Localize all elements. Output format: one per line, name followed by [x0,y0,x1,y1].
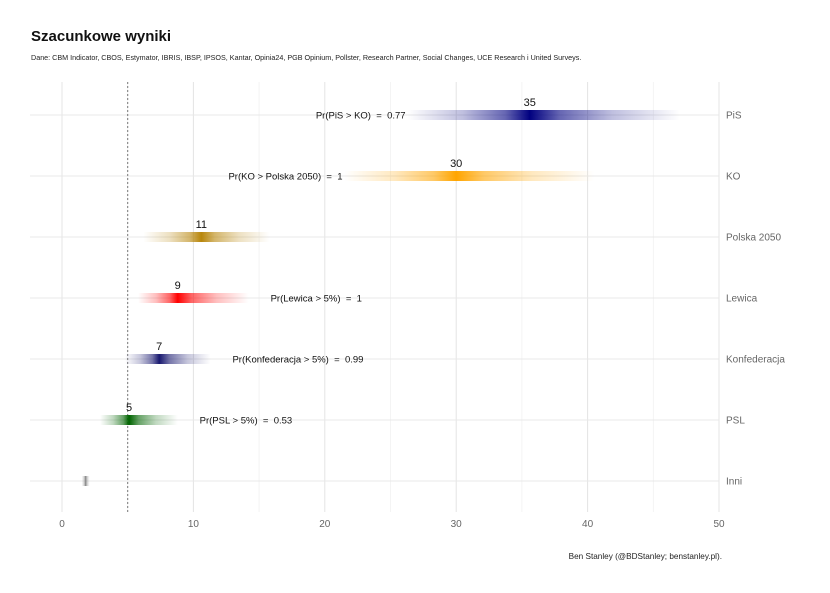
bar-polska-2050 [143,232,270,242]
value-label: 11 [196,219,207,231]
category-labels: PiS KO Polska 2050 Lewica Konfederacja PSL Inn… [726,111,785,488]
category-label: PiS [726,111,742,122]
chart-caption: Ben Stanley (@BDStanley; benstanley.pl). [568,552,722,561]
x-tick-label: 40 [582,519,594,530]
probability-label: Pr(PSL > 5%) = 0.53 [200,416,293,427]
x-tick-label: 10 [188,519,200,530]
bar-psl [100,415,178,425]
value-label: 30 [450,158,462,170]
estimate-bars [81,110,680,486]
x-tick-label: 20 [319,519,331,530]
value-label: 5 [126,402,132,414]
bar-lewica [138,293,249,303]
category-label: Inni [726,477,742,488]
probability-label: Pr(PiS > KO) = 0.77 [316,111,406,122]
value-label: 35 [524,97,536,109]
chart-subtitle: Dane: CBM Indicator, CBOS, Estymator, IB… [31,53,582,62]
probability-label: Pr(Konfederacja > 5%) = 0.99 [232,355,363,366]
x-tick-label: 0 [59,519,65,530]
category-label: Lewica [726,294,758,305]
bar-ko [344,171,595,181]
category-label: Konfederacja [726,355,785,366]
probability-label: Pr(KO > Polska 2050) = 1 [228,172,342,183]
category-label: PSL [726,416,745,427]
category-label: KO [726,172,741,183]
value-label: 9 [175,280,181,292]
probability-label: Pr(Lewica > 5%) = 1 [271,294,362,305]
x-tick-label: 50 [713,519,725,530]
x-tick-label: 30 [451,519,463,530]
x-axis-ticks: 0 10 20 30 40 50 [59,519,725,530]
value-label: 7 [156,341,162,353]
chart-title: Szacunkowe wyniki [31,28,172,45]
bar-pis [407,110,680,120]
value-labels: 35 Pr(PiS > KO) = 0.77 30 Pr(KO > Polska 20… [126,97,536,427]
bar-inni [81,476,90,486]
bar-konfederacja [125,354,211,364]
category-label: Polska 2050 [726,233,781,244]
grid-lines [30,82,720,512]
